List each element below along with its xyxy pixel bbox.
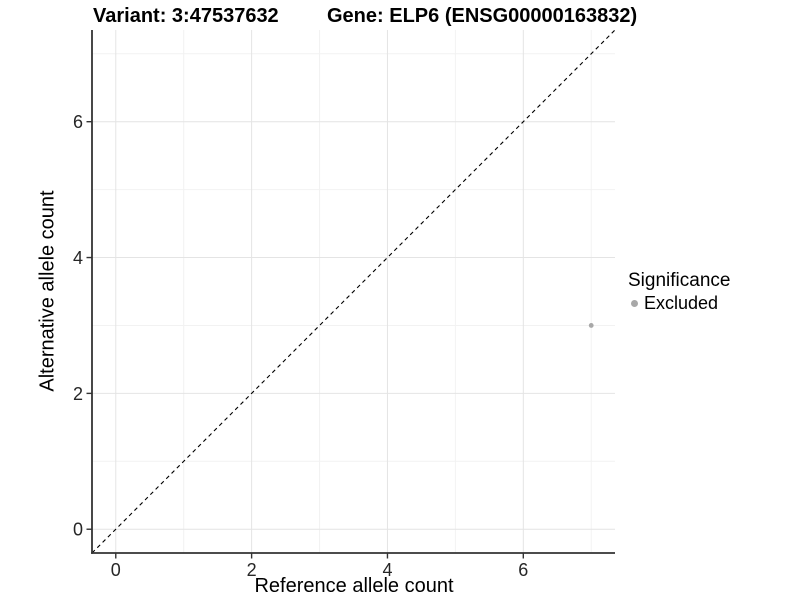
data-point — [588, 323, 594, 328]
legend-item-label: Excluded — [644, 293, 719, 313]
x-tick-label: 2 — [247, 560, 257, 580]
legend: Significance Excluded — [628, 270, 730, 314]
y-tick-label: 4 — [73, 248, 83, 268]
identity-reference-line — [91, 29, 616, 554]
x-tick-label: 0 — [111, 560, 121, 580]
y-axis-title: Alternative allele count — [36, 190, 59, 392]
x-tick-label: 4 — [382, 560, 392, 580]
plot-title-gene: Gene: ELP6 (ENSG00000163832) — [327, 5, 638, 27]
y-tick-label: 0 — [73, 520, 83, 540]
legend-item-excluded: Excluded — [628, 293, 730, 314]
plot-title-variant: Variant: 3:47537632 — [93, 5, 279, 27]
x-axis-title: Reference allele count — [254, 575, 454, 597]
y-tick-label: 2 — [73, 384, 83, 404]
x-tick-label: 6 — [518, 560, 528, 580]
y-tick-label: 6 — [73, 112, 83, 132]
legend-title: Significance — [628, 270, 731, 291]
legend-marker-circle-icon — [631, 300, 638, 307]
